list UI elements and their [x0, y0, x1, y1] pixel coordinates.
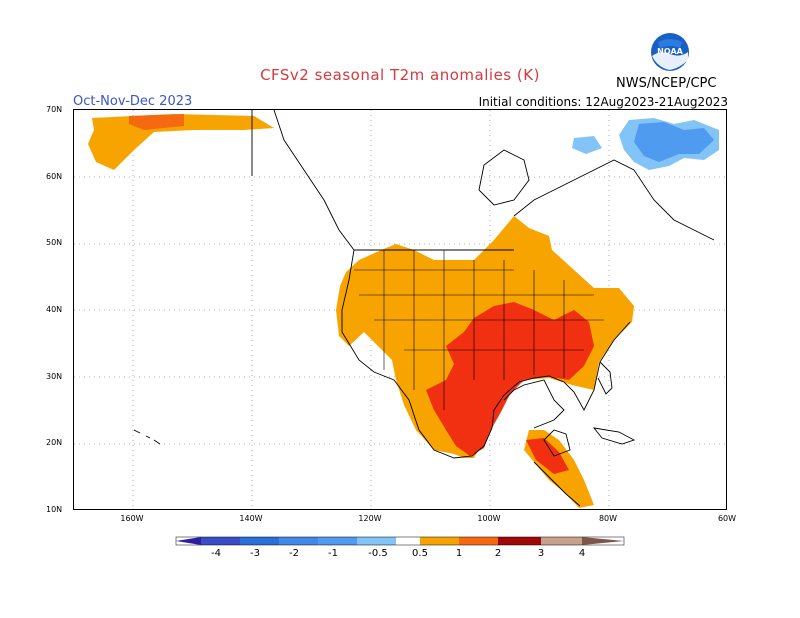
- colorbar-label: 0.5: [412, 548, 428, 559]
- lon-label-140w: 140W: [239, 514, 263, 523]
- colorbar-label: -0.5: [368, 548, 388, 559]
- lon-label-100w: 100W: [477, 514, 501, 523]
- colorbar-swatch: [420, 537, 459, 545]
- colorbar: [175, 536, 625, 546]
- colorbar-label: -2: [289, 548, 299, 559]
- map-canvas: [74, 110, 726, 509]
- colorbar-label: -1: [328, 548, 338, 559]
- lon-label-60w: 60W: [717, 514, 737, 523]
- colorbar-arrow-left: [176, 537, 201, 545]
- colorbar-swatch: [240, 537, 279, 545]
- initial-conditions-label: Initial conditions: 12Aug2023-21Aug2023: [478, 95, 728, 109]
- season-label: Oct-Nov-Dec 2023: [73, 94, 193, 109]
- lon-label-160w: 160W: [120, 514, 144, 523]
- colorbar-label: 1: [455, 548, 463, 559]
- lat-label-10n: 10N: [46, 505, 63, 514]
- colorbar-swatch: [396, 537, 420, 545]
- colorbar-arrow-right: [582, 537, 624, 545]
- map-title: CFSv2 seasonal T2m anomalies (K): [260, 66, 540, 84]
- state-outlines: [354, 250, 604, 410]
- cold-anomaly-region: [572, 118, 719, 170]
- colorbar-label: 2: [494, 548, 502, 559]
- lat-label-30n: 30N: [46, 372, 63, 381]
- agency-label: NWS/NCEP/CPC: [616, 76, 717, 91]
- lon-label-80w: 80W: [598, 514, 618, 523]
- lat-label-20n: 20N: [46, 438, 63, 447]
- colorbar-label: -3: [250, 548, 260, 559]
- us-mexico-warm-anomaly: [336, 216, 634, 508]
- lat-label-70n: 70N: [46, 105, 63, 114]
- colorbar-swatch: [498, 537, 541, 545]
- colorbar-swatch: [318, 537, 357, 545]
- colorbar-swatch: [279, 537, 318, 545]
- outlines: [133, 110, 715, 507]
- noaa-logo-text: NOAA: [657, 47, 683, 56]
- colorbar-label: 4: [578, 548, 586, 559]
- alaska-warm-anomaly: [88, 114, 274, 170]
- noaa-logo: NOAA: [651, 33, 689, 71]
- lat-label-60n: 60N: [46, 172, 63, 181]
- anomaly-map: [73, 109, 727, 510]
- colorbar-swatch: [357, 537, 396, 545]
- colorbar-swatch: [541, 537, 582, 545]
- colorbar-swatch: [201, 537, 240, 545]
- colorbar-label: -4: [211, 548, 221, 559]
- lat-label-40n: 40N: [46, 305, 63, 314]
- colorbar-swatch: [459, 537, 498, 545]
- lat-label-50n: 50N: [46, 238, 63, 247]
- lon-label-120w: 120W: [358, 514, 382, 523]
- colorbar-label: 3: [537, 548, 545, 559]
